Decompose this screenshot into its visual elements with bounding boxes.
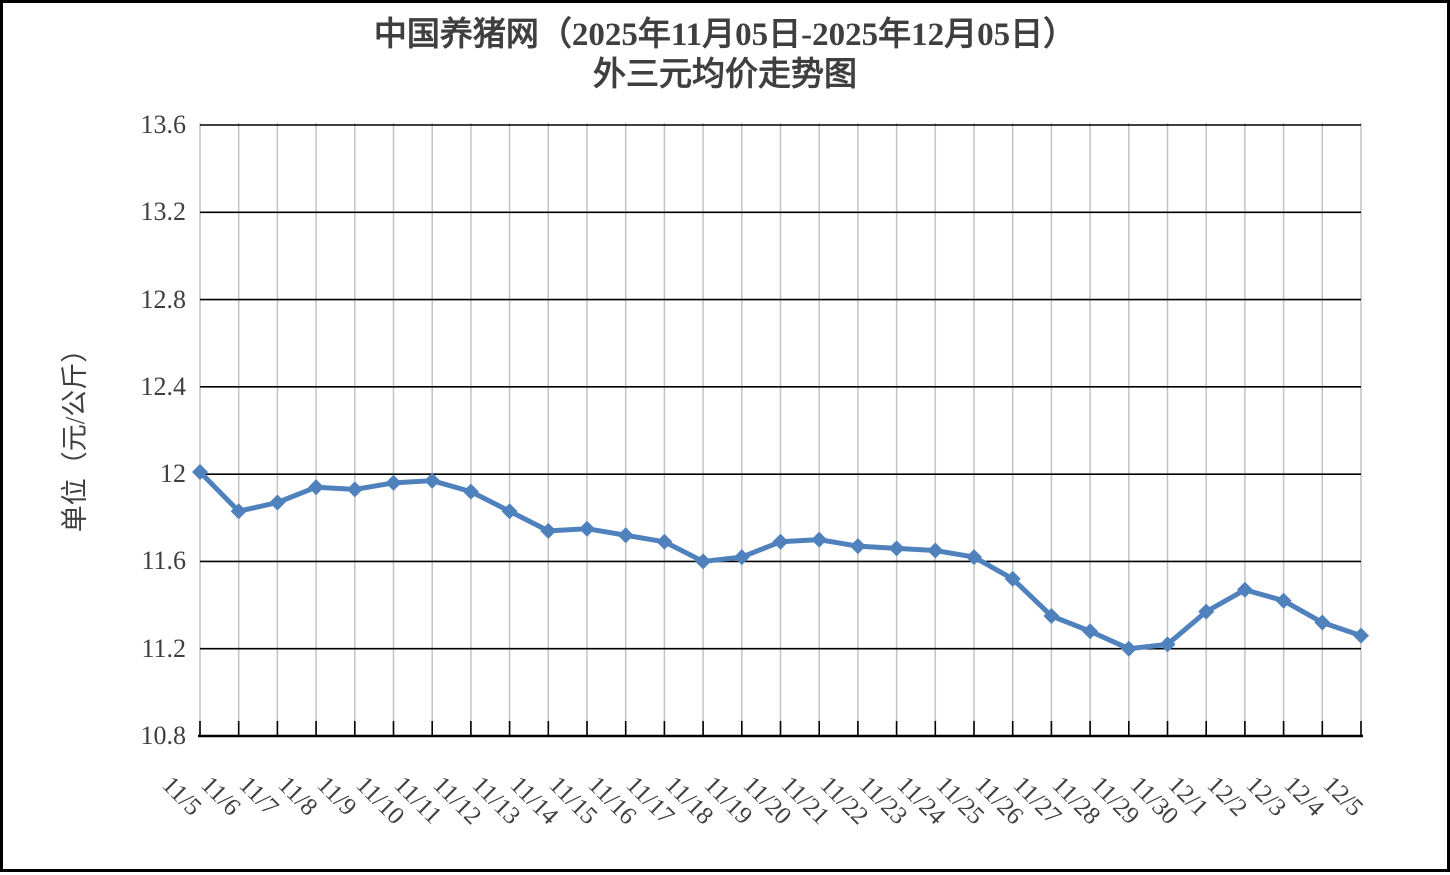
data-point-marker bbox=[501, 503, 518, 520]
chart-title-line1: 中国养猪网（2025年11月05日-2025年12月05日） bbox=[373, 17, 1077, 53]
y-tick-label: 11.6 bbox=[141, 546, 186, 576]
data-point-marker bbox=[695, 553, 712, 570]
data-point-marker bbox=[772, 533, 789, 550]
data-point-marker bbox=[1043, 607, 1060, 624]
data-point-marker bbox=[656, 533, 673, 550]
y-tick-label: 12.8 bbox=[140, 284, 187, 314]
data-point-marker bbox=[811, 531, 828, 548]
data-point-marker bbox=[385, 474, 402, 491]
y-tick-label: 10.8 bbox=[140, 721, 187, 750]
data-point-marker bbox=[888, 540, 905, 557]
data-point-marker bbox=[1236, 581, 1253, 598]
data-point-marker bbox=[733, 549, 750, 566]
data-point-marker bbox=[1159, 636, 1176, 653]
data-point-marker bbox=[1314, 614, 1331, 631]
y-tick-label: 12.4 bbox=[140, 371, 187, 401]
data-point-marker bbox=[308, 479, 325, 496]
data-point-marker bbox=[269, 494, 286, 511]
plot-area bbox=[192, 123, 1369, 738]
chart-title: 中国养猪网（2025年11月05日-2025年12月05日） 外三元均价走势图 bbox=[3, 15, 1447, 95]
y-tick-label: 12 bbox=[160, 459, 186, 489]
data-point-marker bbox=[230, 503, 247, 520]
data-point-marker bbox=[1198, 603, 1215, 620]
data-point-marker bbox=[462, 483, 479, 500]
data-point-marker bbox=[1120, 640, 1137, 657]
data-point-marker bbox=[192, 463, 208, 480]
data-point-marker bbox=[927, 542, 944, 559]
data-point-marker bbox=[424, 472, 441, 489]
data-point-marker bbox=[1082, 623, 1099, 640]
data-point-marker bbox=[540, 522, 557, 539]
data-point-marker bbox=[1353, 627, 1369, 644]
y-tick-label: 11.2 bbox=[141, 633, 186, 663]
y-tick-label: 13.2 bbox=[140, 197, 187, 227]
y-tick-label: 13.6 bbox=[140, 110, 187, 139]
data-point-marker bbox=[1275, 592, 1292, 609]
data-point-marker bbox=[579, 520, 595, 537]
data-point-marker bbox=[617, 527, 634, 544]
data-point-marker bbox=[849, 538, 866, 555]
data-point-marker bbox=[966, 549, 982, 566]
data-point-marker bbox=[346, 481, 363, 498]
data-point-marker bbox=[1004, 570, 1021, 587]
chart-title-line2: 外三元均价走势图 bbox=[593, 57, 857, 93]
